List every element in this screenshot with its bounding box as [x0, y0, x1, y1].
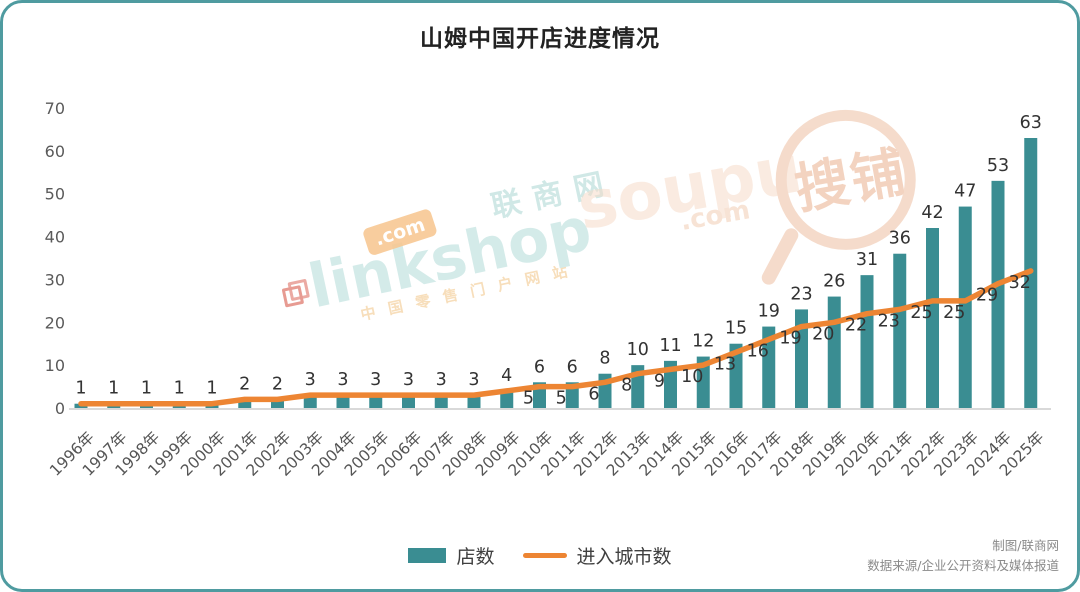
y-tick-label: 20	[45, 313, 65, 332]
bar	[958, 206, 972, 408]
line-value-label: 22	[845, 316, 867, 336]
y-tick-label: 70	[45, 99, 65, 118]
line-value-label: 13	[714, 354, 736, 374]
line-value-label: 5	[523, 389, 534, 409]
bar	[336, 395, 350, 408]
data-source-line: 数据来源/企业公开资料及媒体报道	[867, 557, 1059, 573]
bar	[991, 180, 1005, 408]
bar	[795, 309, 808, 408]
bar-value-label: 23	[790, 284, 812, 304]
bar-value-label: 3	[337, 370, 348, 390]
legend-line-swatch	[522, 553, 567, 558]
bar-value-label: 1	[206, 379, 217, 399]
source-note: 制图/联商网 数据来源/企业公开资料及媒体报道	[867, 536, 1059, 575]
legend-bar-label: 店数	[456, 546, 495, 568]
bar-value-label: 1	[174, 379, 185, 399]
line-value-label: 20	[812, 324, 834, 344]
bar-value-label: 2	[239, 374, 250, 394]
line-value-label: 6	[588, 384, 599, 404]
bar	[664, 360, 677, 408]
bar	[271, 399, 284, 408]
bar	[238, 399, 252, 408]
y-tick-label: 60	[45, 142, 65, 161]
bar	[762, 326, 776, 408]
bar	[369, 395, 383, 408]
bar-value-label: 3	[403, 370, 414, 390]
bar	[434, 395, 448, 408]
bar-value-label: 19	[758, 302, 780, 322]
bar	[500, 390, 514, 408]
bar-value-label: 3	[305, 370, 316, 390]
line-value-label: 32	[1009, 273, 1031, 293]
bar-value-label: 11	[659, 336, 681, 356]
bar	[827, 296, 841, 408]
bar-value-label: 36	[889, 229, 911, 249]
bar-value-label: 3	[468, 370, 479, 390]
y-tick-label: 0	[55, 399, 65, 418]
bar-value-label: 1	[141, 379, 152, 399]
bar-value-label: 15	[725, 319, 747, 339]
bar-value-label: 10	[627, 340, 649, 360]
y-tick-label: 40	[45, 228, 65, 247]
line-value-label: 5	[556, 389, 567, 409]
line-value-label: 29	[976, 286, 998, 306]
bar	[467, 395, 481, 408]
city-line	[78, 268, 1034, 407]
bar-value-label: 1	[108, 379, 119, 399]
chart-legend: 店数 进入城市数	[3, 542, 1077, 569]
bar-value-label: 42	[921, 203, 943, 223]
bar-value-label: 26	[823, 272, 845, 292]
y-tick-label: 50	[45, 185, 65, 204]
y-tick-label: 10	[45, 356, 65, 375]
bar-value-label: 47	[954, 182, 976, 202]
line-value-label: 10	[681, 367, 703, 387]
bar-value-label: 3	[370, 370, 381, 390]
bar-value-label: 3	[436, 370, 447, 390]
bar	[303, 395, 317, 408]
bar-value-label: 1	[75, 379, 86, 399]
line-value-label: 23	[878, 311, 900, 331]
y-tick-label: 30	[45, 270, 65, 289]
bar-value-label: 4	[501, 366, 512, 386]
line-value-label: 9	[654, 371, 665, 391]
legend-line-label: 进入城市数	[576, 546, 672, 568]
bar-value-label: 2	[272, 374, 283, 394]
line-value-label: 16	[747, 341, 769, 361]
bar	[696, 356, 710, 408]
bar	[926, 228, 939, 408]
line-value-label: 8	[621, 376, 632, 396]
bar-value-label: 12	[692, 332, 714, 352]
chart-svg: 01020304050607011996年11997年11998年11999年1…	[45, 99, 1051, 480]
bar-value-label: 6	[534, 357, 545, 377]
bar-value-label: 53	[987, 156, 1009, 176]
bar	[860, 275, 874, 408]
bar-value-label: 6	[567, 357, 578, 377]
bar-value-label: 63	[1020, 113, 1042, 133]
bar-value-label: 31	[856, 250, 878, 270]
bar	[729, 343, 743, 408]
legend-bar-swatch	[408, 548, 447, 563]
credit-line: 制图/联商网	[992, 538, 1059, 554]
line-value-label: 25	[943, 303, 965, 323]
line-value-label: 25	[910, 303, 932, 323]
bar-value-label: 8	[599, 349, 610, 369]
bar	[402, 395, 415, 408]
line-value-label: 19	[779, 329, 801, 349]
chart-title: 山姆中国开店进度情况	[420, 26, 660, 52]
bar	[893, 253, 907, 408]
